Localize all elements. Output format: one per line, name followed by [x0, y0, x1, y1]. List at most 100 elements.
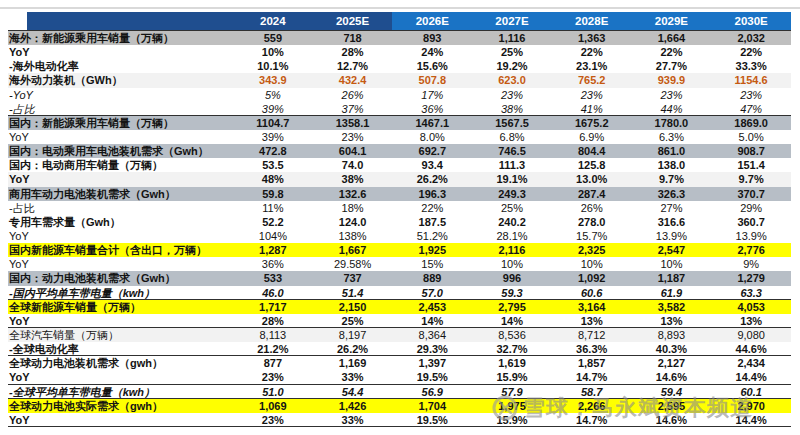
cell-value: 360.7 [711, 215, 791, 229]
cell-value: 1,857 [552, 356, 632, 370]
table-row: 海外动力装机（GWh）343.9432.4507.8623.0765.2939.… [8, 73, 791, 87]
cell-value: 14.6% [632, 413, 712, 427]
cell-value: 104% [233, 229, 313, 243]
row-label: YoY [8, 229, 233, 243]
cell-value: 38% [472, 102, 552, 116]
cell-value: 48% [233, 172, 313, 186]
cell-value: 51.0 [233, 385, 313, 399]
cell-value: 22% [711, 45, 791, 59]
cell-value: 187.5 [392, 215, 472, 229]
cell-value: 15.9% [472, 370, 552, 384]
row-label: -全球平均单车带电量（kwh） [8, 385, 233, 399]
cell-value: 27% [632, 201, 712, 215]
cell-value: 27.7% [632, 59, 712, 73]
cell-value: 22% [392, 201, 472, 215]
cell-value: 278.0 [552, 215, 632, 229]
cell-value: 93.4 [392, 158, 472, 172]
cell-value: 32.7% [472, 342, 552, 356]
cell-value: 28.1% [472, 229, 552, 243]
cell-value: 2,434 [711, 356, 791, 370]
cell-value: 61.9 [632, 286, 712, 300]
cell-value: 1467.1 [392, 116, 472, 130]
cell-value: 13% [632, 314, 712, 328]
cell-value: 23% [711, 88, 791, 102]
cell-value: 3,164 [552, 300, 632, 314]
cell-value: 623.0 [472, 73, 552, 87]
cell-value: 2,266 [552, 399, 632, 413]
row-label: 国内：动力电池装机需求（Gwh） [8, 271, 233, 285]
cell-value: 5.0% [711, 130, 791, 144]
table-row: YoY23%33%19.5%15.9%14.7%14.6%14.4% [8, 413, 791, 427]
cell-value: 57.0 [392, 286, 472, 300]
year-header-2024: 2024 [233, 12, 313, 30]
cell-value: 765.2 [552, 73, 632, 87]
cell-value: 39% [233, 130, 313, 144]
table-row: 海外：新能源乘用车销量（万辆）5597188931,1161,3631,6642… [8, 31, 791, 45]
cell-value: 54.4 [313, 385, 393, 399]
cell-value: 36% [392, 102, 472, 116]
cell-value: 14.4% [711, 413, 791, 427]
cell-value: 29% [711, 201, 791, 215]
cell-value: 138% [313, 229, 393, 243]
cell-value: 39% [233, 102, 313, 116]
table-row: YoY48%38%26.2%19.1%13.0%9.7%9.7% [8, 172, 791, 186]
cell-value: 1869.0 [711, 116, 791, 130]
table-row: YoY36%29.58%15%10%10%10%9% [8, 257, 791, 271]
cell-value: 2,970 [711, 399, 791, 413]
cell-value: 9.7% [711, 172, 791, 186]
cell-value: 240.2 [472, 215, 552, 229]
table-row: -YoY5%26%17%23%23%23%23% [8, 88, 791, 102]
cell-value: 12.7% [313, 59, 393, 73]
table-row: YoY39%23%8.0%6.8%6.9%6.3%5.0% [8, 130, 791, 144]
cell-value: 14.7% [552, 370, 632, 384]
cell-value: 13% [552, 314, 632, 328]
cell-value: 804.4 [552, 144, 632, 158]
cell-value: 151.4 [711, 158, 791, 172]
cell-value: 1,667 [313, 243, 393, 257]
cell-value: 23% [632, 88, 712, 102]
row-label: 全球汽车销量（万辆） [8, 328, 233, 342]
cell-value: 25% [313, 314, 393, 328]
row-label: 国内：电动乘用车电池装机需求（Gwh） [8, 144, 233, 158]
cell-value: 46.0 [233, 286, 313, 300]
cell-value: 533 [233, 271, 313, 285]
cell-value: 33% [313, 413, 393, 427]
row-label: 全球动力电池实际需求（gwh） [8, 399, 233, 413]
cell-value: 8,364 [392, 328, 472, 342]
table-row: 商用车动力电池装机需求（Gwh）59.8132.6196.3249.3287.4… [8, 187, 791, 201]
year-header-2025E: 2025E [313, 12, 393, 30]
cell-value: 44% [632, 102, 712, 116]
cell-value: 11% [233, 201, 313, 215]
cell-value: 44.6% [711, 342, 791, 356]
cell-value: 132.6 [313, 187, 393, 201]
forecast-table-screenshot: 20242025E2026E2027E2028E2029E2030E 海外：新能… [0, 0, 800, 435]
cell-value: 287.4 [552, 187, 632, 201]
table-row: 全球汽车销量（万辆）8,1138,1978,3648,5368,7128,893… [8, 328, 791, 342]
row-label: 商用车动力电池装机需求（Gwh） [8, 187, 233, 201]
cell-value: 1,975 [472, 399, 552, 413]
cell-value: 737 [313, 271, 393, 285]
cell-value: 1675.2 [552, 116, 632, 130]
row-label: -占比 [8, 102, 233, 116]
table-row: -全球平均单车带电量（kwh）51.054.456.957.958.759.46… [8, 385, 791, 399]
table-row: 专用车需求量（Gwh）52.2124.0187.5240.2278.0316.6… [8, 215, 791, 229]
ev-battery-forecast-table: 20242025E2026E2027E2028E2029E2030E 海外：新能… [8, 12, 791, 427]
cell-value: 125.8 [552, 158, 632, 172]
cell-value: 14.4% [711, 370, 791, 384]
cell-value: 19.1% [472, 172, 552, 186]
cell-value: 15% [392, 257, 472, 271]
row-label: -YoY [8, 88, 233, 102]
cell-value: 17% [392, 88, 472, 102]
cell-value: 3,582 [632, 300, 712, 314]
cell-value: 2,453 [392, 300, 472, 314]
cell-value: 1,397 [392, 356, 472, 370]
cell-value: 23% [233, 370, 313, 384]
top-divider [0, 7, 800, 9]
cell-value: 718 [313, 31, 393, 45]
year-header-2028E: 2028E [552, 12, 632, 30]
cell-value: 23.1% [552, 59, 632, 73]
cell-value: 1,704 [392, 399, 472, 413]
table-row: 国内新能源车销量合计（含出口，万辆）1,2871,6671,9252,1162,… [8, 243, 791, 257]
cell-value: 22% [632, 45, 712, 59]
cell-value: 8,113 [233, 328, 313, 342]
